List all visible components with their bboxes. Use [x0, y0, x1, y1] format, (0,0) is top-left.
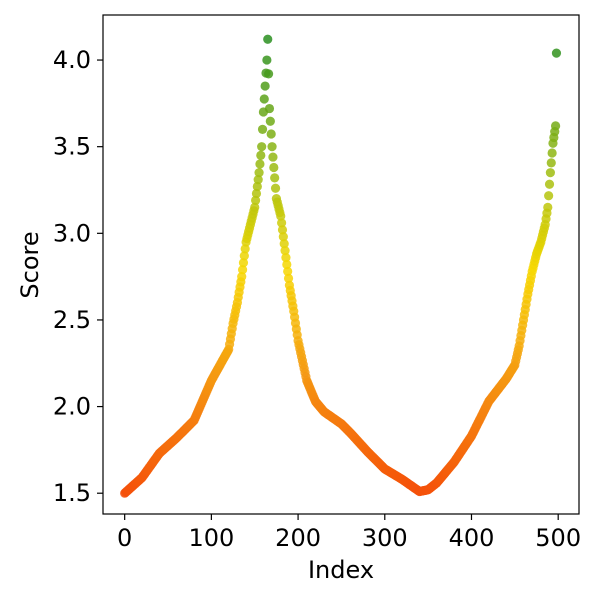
data-point: [238, 258, 249, 268]
data-point: [283, 266, 293, 277]
data-point: [270, 173, 280, 183]
data-point: [278, 232, 288, 242]
x-tick-label: 500: [535, 524, 581, 552]
data-point: [257, 124, 268, 134]
data-point: [237, 272, 247, 282]
data-point: [256, 150, 266, 160]
data-point: [545, 168, 555, 178]
data-point: [277, 218, 287, 228]
data-point: [254, 168, 264, 178]
data-point: [265, 116, 275, 126]
data-point: [259, 94, 269, 104]
data-point: [267, 142, 277, 152]
y-tick-label: 4.0: [53, 46, 91, 74]
data-point: [251, 188, 262, 199]
x-tick-label: 100: [188, 524, 234, 552]
data-point: [237, 265, 248, 275]
data-point: [240, 244, 250, 254]
data-point: [543, 202, 553, 212]
data-point: [546, 158, 556, 168]
data-point: [252, 181, 262, 192]
data-point: [283, 273, 294, 283]
data-point: [269, 162, 279, 173]
data-point: [270, 183, 281, 193]
plot-frame: [102, 14, 580, 515]
y-axis-ticks: 1.5 2.0 2.5 3.0 3.5 4.0: [53, 46, 103, 507]
y-tick-label: 2.5: [53, 306, 91, 334]
data-point: [255, 159, 265, 169]
data-point: [550, 121, 561, 131]
data-point: [263, 34, 273, 44]
x-tick-label: 200: [275, 524, 321, 552]
data-point: [282, 259, 292, 270]
data-point: [276, 211, 286, 221]
x-axis-label: Index: [308, 556, 374, 584]
y-tick-label: 2.0: [53, 393, 91, 421]
x-tick-label: 0: [117, 524, 132, 552]
data-point: [253, 175, 263, 185]
data-point: [257, 142, 267, 152]
x-tick-label: 400: [449, 524, 495, 552]
data-point: [544, 179, 555, 189]
data-point: [239, 251, 249, 261]
data-point: [547, 148, 557, 158]
data-point: [279, 239, 289, 249]
data-point: [251, 195, 261, 205]
y-axis-label: Score: [16, 231, 44, 298]
y-tick-label: 3.5: [53, 133, 91, 161]
data-point: [544, 191, 554, 201]
data-point: [264, 103, 275, 114]
data-points: [120, 34, 562, 498]
data-point: [250, 202, 260, 212]
data-point: [551, 48, 562, 58]
data-point: [264, 69, 274, 79]
data-point: [268, 152, 278, 162]
x-axis-ticks: 0 100 200 300 400 500: [117, 514, 581, 552]
x-tick-label: 300: [362, 524, 408, 552]
data-point: [281, 252, 291, 263]
data-point: [277, 225, 288, 235]
y-tick-label: 3.0: [53, 219, 91, 247]
data-point: [280, 246, 290, 256]
y-tick-label: 1.5: [53, 479, 91, 507]
data-point: [262, 55, 272, 65]
data-point: [260, 81, 270, 91]
data-point: [266, 129, 276, 139]
